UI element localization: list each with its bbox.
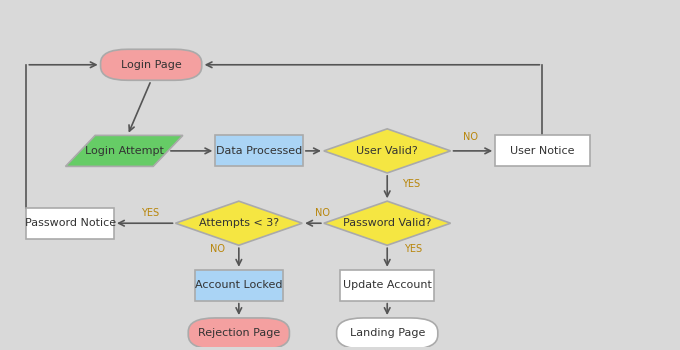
FancyBboxPatch shape [195,270,283,301]
Text: User Notice: User Notice [510,146,575,156]
FancyBboxPatch shape [216,135,303,166]
Text: YES: YES [402,178,420,189]
Text: Update Account: Update Account [343,280,432,290]
Text: NO: NO [315,208,330,218]
Text: Password Valid?: Password Valid? [343,218,431,228]
Text: Password Notice: Password Notice [24,218,116,228]
FancyBboxPatch shape [188,318,290,349]
Text: Rejection Page: Rejection Page [198,328,280,338]
Text: Landing Page: Landing Page [350,328,425,338]
FancyBboxPatch shape [101,49,202,80]
Text: YES: YES [141,208,159,218]
FancyBboxPatch shape [27,208,114,239]
Text: Login Attempt: Login Attempt [85,146,164,156]
Text: YES: YES [404,244,422,254]
Text: Attempts < 3?: Attempts < 3? [199,218,279,228]
FancyBboxPatch shape [340,270,435,301]
Polygon shape [324,201,451,245]
Polygon shape [324,129,451,173]
Polygon shape [175,201,302,245]
FancyBboxPatch shape [337,318,438,349]
Text: Data Processed: Data Processed [216,146,302,156]
Text: User Valid?: User Valid? [356,146,418,156]
Text: NO: NO [462,132,477,142]
Text: Account Locked: Account Locked [195,280,283,290]
FancyBboxPatch shape [495,135,590,166]
Polygon shape [65,135,183,166]
Text: Login Page: Login Page [121,60,182,70]
Text: NO: NO [209,244,225,254]
